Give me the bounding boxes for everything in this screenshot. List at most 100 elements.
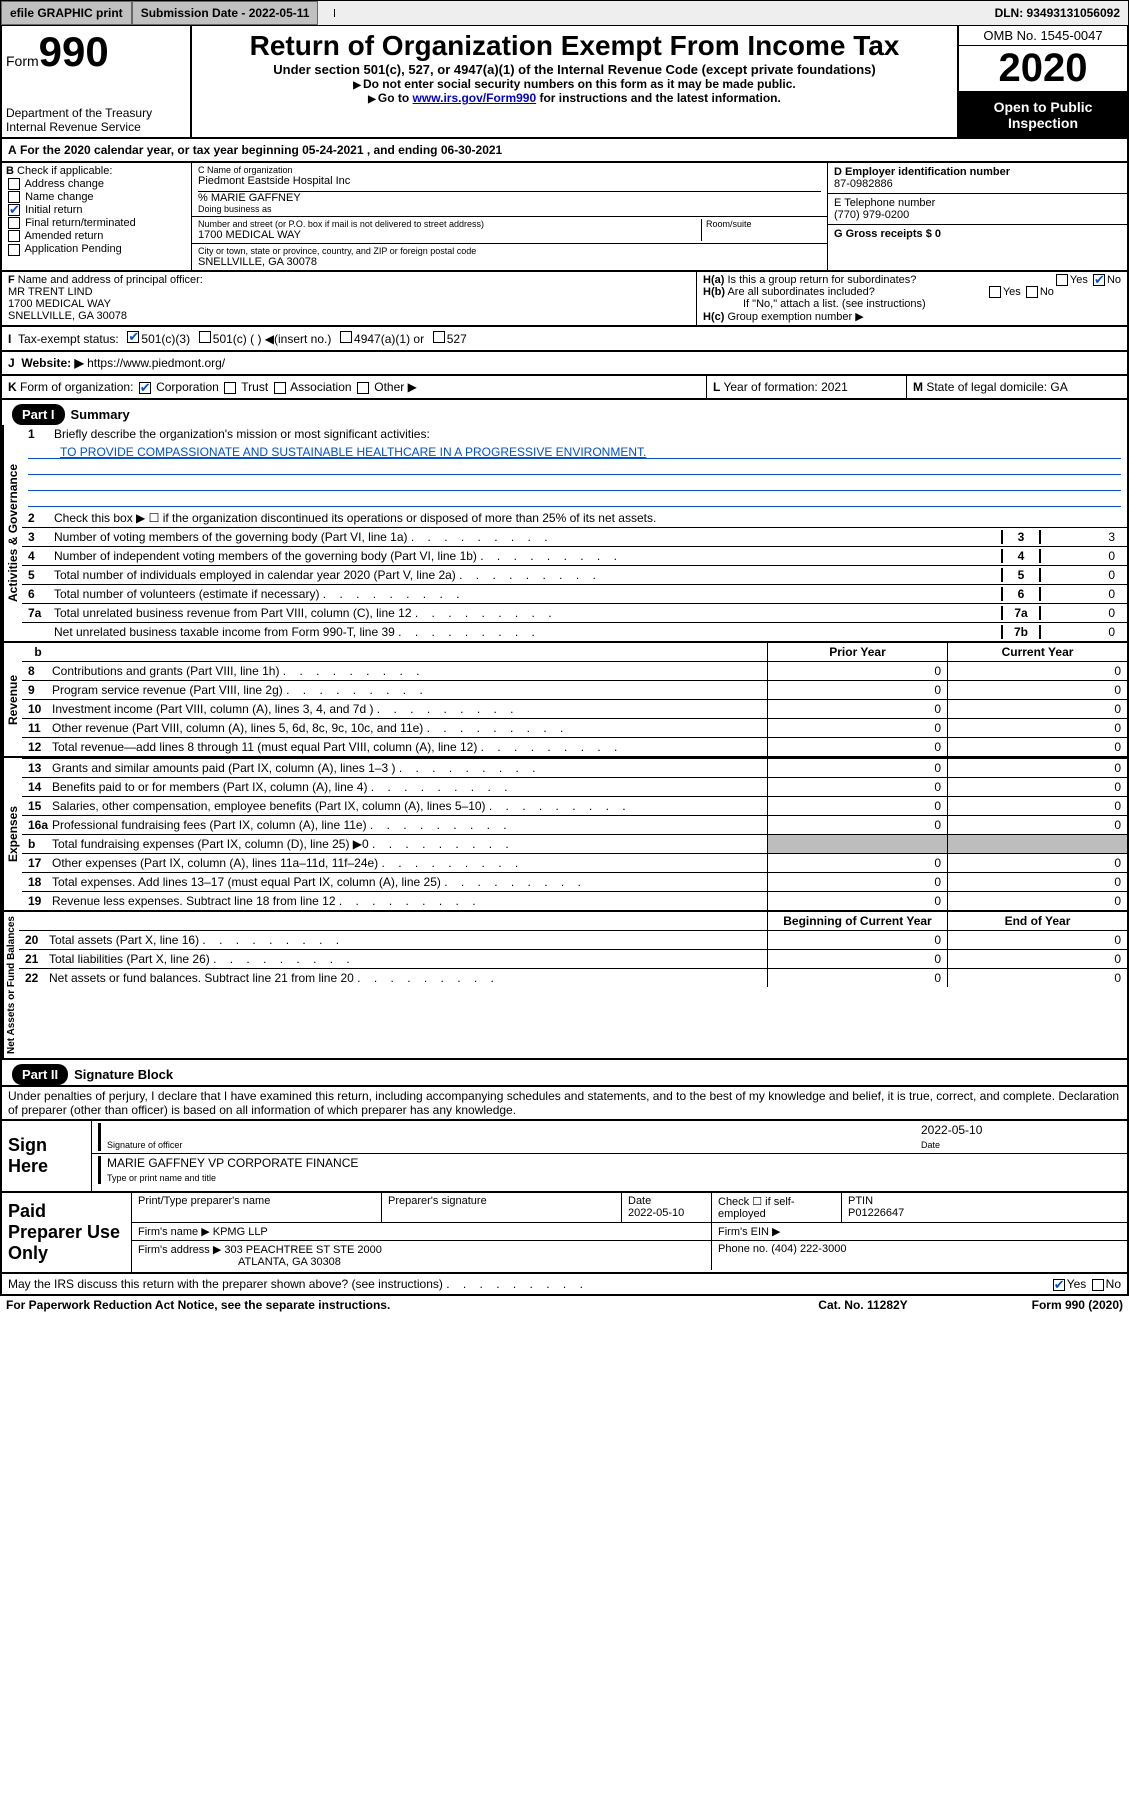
hb-no[interactable]: No xyxy=(1040,286,1054,298)
prep-check[interactable]: Check ☐ if self-employed xyxy=(712,1193,842,1222)
part2-title: Signature Block xyxy=(74,1067,173,1082)
d-label: D Employer identification number xyxy=(834,166,1010,178)
cb-initial-return[interactable]: Initial return xyxy=(6,204,187,216)
sign-here-label: Sign Here xyxy=(2,1121,92,1191)
k-row: K Form of organization: Corporation Trus… xyxy=(0,376,1129,400)
summary-line: Net unrelated business taxable income fr… xyxy=(22,622,1127,641)
table-row: 16aProfessional fundraising fees (Part I… xyxy=(22,815,1127,834)
table-row: 22Net assets or fund balances. Subtract … xyxy=(19,968,1127,987)
g-label: G Gross receipts $ 0 xyxy=(834,228,941,240)
cb-amended[interactable]: Amended return xyxy=(6,230,187,242)
efile-button[interactable]: efile GRAPHIC print xyxy=(1,1,132,25)
discuss-no-cb[interactable] xyxy=(1092,1279,1104,1291)
sig-date: 2022-05-10 xyxy=(921,1123,982,1137)
ein: 87-0982886 xyxy=(834,178,893,190)
cb-name-change[interactable]: Name change xyxy=(6,191,187,203)
table-row: 21Total liabilities (Part X, line 26)00 xyxy=(19,949,1127,968)
discuss-row: May the IRS discuss this return with the… xyxy=(0,1274,1129,1296)
firm-addr-label: Firm's address ▶ xyxy=(138,1244,221,1256)
part-2: Part IISignature Block xyxy=(0,1060,1129,1087)
section-b: B Check if applicable: Address change Na… xyxy=(2,163,192,270)
cb-4947[interactable] xyxy=(340,331,352,343)
form-number: 990 xyxy=(39,28,109,75)
table-row: bTotal fundraising expenses (Part IX, co… xyxy=(22,834,1127,853)
mission-line-3 xyxy=(28,477,1121,491)
firm-phone: Phone no. (404) 222-3000 xyxy=(712,1241,1127,1270)
e-label: E Telephone number xyxy=(834,197,935,209)
firm-addr1: 303 PEACHTREE ST STE 2000 xyxy=(224,1244,382,1256)
ha-label: Is this a group return for subordinates? xyxy=(727,274,916,286)
col-end: End of Year xyxy=(947,912,1127,930)
pointer-2-pre: Go to xyxy=(378,91,413,105)
officer-print-name: MARIE GAFFNEY VP CORPORATE FINANCE xyxy=(107,1156,358,1170)
col-prior: Prior Year xyxy=(767,643,947,661)
org-name: Piedmont Eastside Hospital Inc xyxy=(198,175,821,187)
dba-label: Doing business as xyxy=(198,204,821,214)
cb-pending[interactable]: Application Pending xyxy=(6,243,187,255)
city: SNELLVILLE, GA 30078 xyxy=(198,256,821,268)
room-label: Room/suite xyxy=(706,219,821,229)
form-word: Form xyxy=(6,53,39,69)
cb-assoc[interactable] xyxy=(274,382,286,394)
vlabel-revenue: Revenue xyxy=(2,643,22,756)
website-url[interactable]: https://www.piedmont.org/ xyxy=(87,356,225,370)
firm-addr2: ATLANTA, GA 30308 xyxy=(138,1256,341,1268)
section-a: B Check if applicable: Address change Na… xyxy=(0,163,1129,272)
table-row: 15Salaries, other compensation, employee… xyxy=(22,796,1127,815)
dln: DLN: 93493131056092 xyxy=(987,2,1128,24)
vlabel-expenses: Expenses xyxy=(2,758,22,910)
phone: (770) 979-0200 xyxy=(834,209,909,221)
cb-address-change[interactable]: Address change xyxy=(6,178,187,190)
officer-addr1: 1700 MEDICAL WAY xyxy=(8,298,111,310)
table-row: 11Other revenue (Part VIII, column (A), … xyxy=(22,718,1127,737)
prep-col-date: Date xyxy=(628,1195,651,1207)
irs-link[interactable]: www.irs.gov/Form990 xyxy=(413,91,537,105)
table-row: 14Benefits paid to or for members (Part … xyxy=(22,777,1127,796)
table-row: 18Total expenses. Add lines 13–17 (must … xyxy=(22,872,1127,891)
hb-yes[interactable]: Yes xyxy=(1003,286,1021,298)
ptin-label: PTIN xyxy=(848,1195,873,1207)
opt-527: 527 xyxy=(447,332,467,346)
tax-year-line: A For the 2020 calendar year, or tax yea… xyxy=(0,139,1129,163)
omb: OMB No. 1545-0047 xyxy=(959,26,1127,46)
street-label: Number and street (or P.O. box if mail i… xyxy=(198,219,701,229)
part-1: Part ISummary Activities & Governance 1B… xyxy=(0,400,1129,1060)
f-label: Name and address of principal officer: xyxy=(18,274,203,286)
cb-501c[interactable] xyxy=(199,331,211,343)
status-row: I Tax-exempt status: 501(c)(3) 501(c) ( … xyxy=(0,327,1129,352)
header-left: Form990 Department of the Treasury Inter… xyxy=(2,26,192,137)
ha-no[interactable]: No xyxy=(1107,274,1121,286)
discuss-yes: Yes xyxy=(1067,1277,1087,1291)
opt-4947: 4947(a)(1) or xyxy=(354,332,424,346)
dept: Department of the Treasury Internal Reve… xyxy=(6,106,186,134)
declaration: Under penalties of perjury, I declare th… xyxy=(0,1087,1129,1121)
cb-final-return[interactable]: Final return/terminated xyxy=(6,217,187,229)
pointer-2-post: for instructions and the latest informat… xyxy=(536,91,781,105)
header-right: OMB No. 1545-0047 2020 Open to Public In… xyxy=(957,26,1127,137)
cb-other[interactable] xyxy=(357,382,369,394)
open-inspection: Open to Public Inspection xyxy=(959,93,1127,137)
part1-hdr: Part I xyxy=(12,404,65,425)
status-label: Tax-exempt status: xyxy=(18,332,119,346)
table-row: 10Investment income (Part VIII, column (… xyxy=(22,699,1127,718)
discuss-yes-cb[interactable] xyxy=(1053,1279,1065,1291)
section-c: C Name of organization Piedmont Eastside… xyxy=(192,163,827,270)
firm-name: KPMG LLP xyxy=(213,1226,268,1238)
cb-501c3[interactable] xyxy=(127,331,139,343)
table-row: 19Revenue less expenses. Subtract line 1… xyxy=(22,891,1127,910)
cb-527[interactable] xyxy=(433,331,445,343)
tax-year: 2020 xyxy=(959,46,1127,93)
ptin: P01226647 xyxy=(848,1207,904,1219)
discuss-q: May the IRS discuss this return with the… xyxy=(8,1277,1051,1291)
cb-corp[interactable] xyxy=(139,382,151,394)
table-row: 8Contributions and grants (Part VIII, li… xyxy=(22,661,1127,680)
website-label: Website: ▶ xyxy=(21,356,83,370)
officer-addr2: SNELLVILLE, GA 30078 xyxy=(8,310,127,322)
vlabel-net: Net Assets or Fund Balances xyxy=(2,912,19,1058)
cb-trust[interactable] xyxy=(224,382,236,394)
ha-yes[interactable]: Yes xyxy=(1070,274,1088,286)
city-label: City or town, state or province, country… xyxy=(198,246,821,256)
tax-year-text: For the 2020 calendar year, or tax year … xyxy=(20,143,502,157)
hb-label: Are all subordinates included? xyxy=(727,286,874,298)
preparer-label: Paid Preparer Use Only xyxy=(2,1193,132,1272)
